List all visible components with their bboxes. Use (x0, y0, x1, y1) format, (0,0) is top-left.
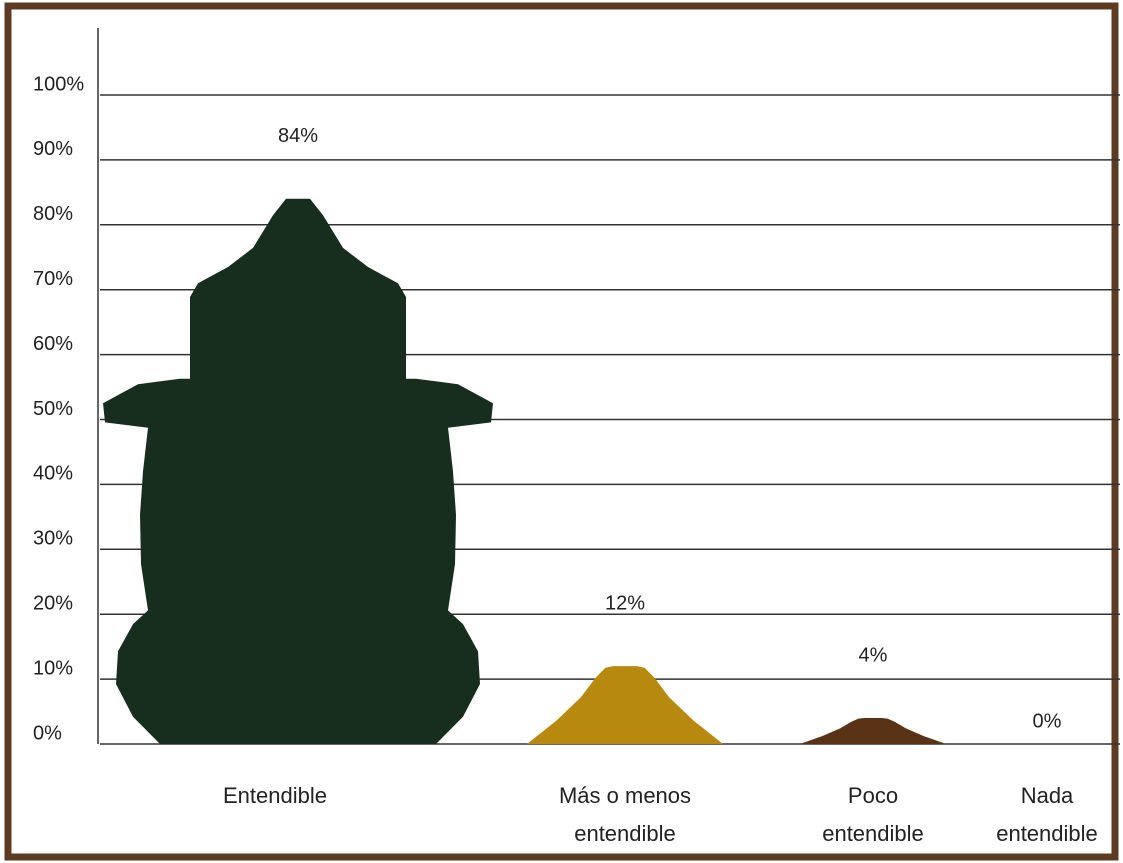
bar (527, 666, 723, 744)
frame (4, 2, 1119, 861)
x-tick-label: Entendible (223, 783, 327, 808)
y-tick-label: 80% (33, 203, 73, 225)
y-tick-label: 60% (33, 333, 73, 355)
y-tick-label: 30% (33, 528, 73, 550)
bar (800, 718, 946, 744)
x-tick-label: Nada entendible (996, 783, 1098, 846)
y-tick-label: 10% (33, 657, 73, 679)
y-tick-label: 20% (33, 592, 73, 614)
value-label: 4% (859, 644, 888, 666)
value-label: 0% (1033, 710, 1062, 732)
y-tick-label: 90% (33, 138, 73, 160)
x-tick-label: Más o menos entendible (558, 783, 692, 846)
y-tick-label: 0% (33, 722, 62, 744)
bar (103, 198, 493, 745)
x-tick-label: Poco entendible (822, 783, 924, 846)
y-tick-label: 70% (33, 268, 73, 290)
value-label: 12% (605, 592, 645, 614)
value-label: 84% (278, 125, 318, 147)
y-tick-label: 50% (33, 398, 73, 420)
y-tick-label: 100% (33, 73, 84, 95)
y-tick-label: 40% (33, 463, 73, 485)
